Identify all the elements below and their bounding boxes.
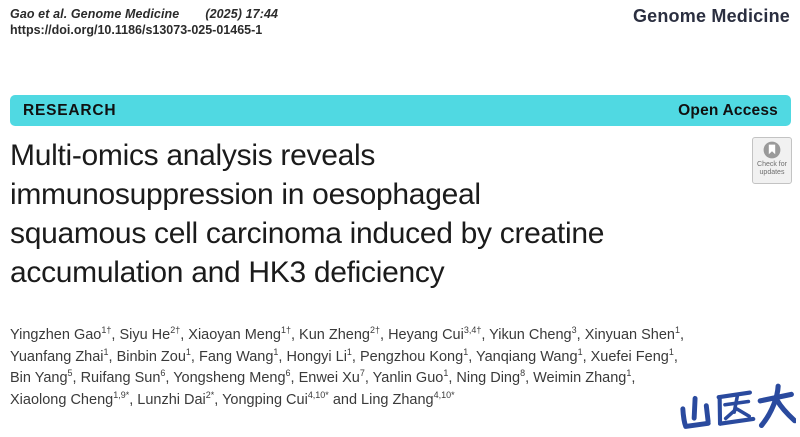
author-name: Kun Zheng — [299, 327, 370, 343]
author-name: Weimin Zhang — [533, 370, 627, 386]
author-affiliation-superscript: 1 — [443, 368, 449, 379]
doi-link[interactable]: https://doi.org/10.1186/s13073-025-01465… — [10, 23, 263, 37]
citation-block: Gao et al. Genome Medicine (2025) 17:44 h… — [10, 7, 278, 37]
author-affiliation-superscript: 1† — [280, 325, 291, 336]
issue-text: (2025) 17:44 — [205, 7, 279, 21]
author-affiliation-superscript: 1† — [101, 325, 112, 336]
author-name: Enwei Xu — [298, 370, 360, 386]
author-name: Binbin Zou — [116, 348, 186, 365]
author-name: Xinyuan Shen — [584, 327, 675, 343]
author-affiliation-superscript: 1 — [463, 346, 469, 357]
author-affiliation-superscript: 6 — [285, 368, 291, 379]
author-name: Lunzhi Dai — [137, 391, 206, 408]
author-list: Yingzhen Gao1†, Siyu He2†, Xiaoyan Meng1… — [10, 325, 780, 411]
author-affiliation-superscript: 7 — [359, 368, 365, 379]
author-name: Xiaoyan Meng — [188, 327, 281, 343]
author-name: Yingzhen Gao — [10, 327, 102, 343]
author-affiliation-superscript: 1,9* — [113, 389, 130, 400]
author-affiliation-superscript: 8 — [520, 368, 526, 379]
author-affiliation-superscript: 2† — [370, 325, 380, 336]
author-name: Yanlin Guo — [372, 370, 444, 386]
author-name: Siyu He — [119, 327, 171, 343]
author-affiliation-superscript: 6 — [160, 368, 166, 379]
author-affiliation-superscript: 1 — [668, 346, 674, 357]
author-name: Xiaolong Cheng — [10, 391, 114, 408]
author-affiliation-superscript: 5 — [67, 368, 73, 379]
author-name: Xuefei Feng — [590, 348, 669, 365]
author-affiliation-superscript: 3,4† — [463, 325, 482, 336]
article-title: Multi-omics analysis reveals immunosuppr… — [10, 136, 755, 292]
author-name: Yongping Cui — [222, 391, 308, 408]
author-name: Ling Zhang — [361, 391, 434, 408]
title-line: immunosuppression in oesophageal — [10, 178, 481, 211]
author-affiliation-superscript: 1 — [273, 346, 279, 357]
author-affiliation-superscript: 1 — [346, 346, 352, 357]
author-name: Yongsheng Meng — [173, 370, 286, 386]
author-affiliation-superscript: 1 — [577, 346, 583, 357]
author-name: Ruifang Sun — [80, 370, 161, 386]
citation-text: Gao et al. Genome Medicine — [10, 7, 180, 21]
author-line: Bin Yang5, Ruifang Sun6, Yongsheng Meng6… — [10, 368, 636, 386]
watermark-stamp — [680, 383, 796, 429]
check-for-updates-label: Check for updates — [757, 161, 787, 176]
author-name: Pengzhou Kong — [359, 348, 464, 365]
citation-line: Gao et al. Genome Medicine (2025) 17:44 — [10, 7, 278, 21]
author-affiliation-superscript: 1 — [626, 368, 632, 379]
title-line: accumulation and HK3 deficiency — [10, 256, 445, 289]
open-access-label: Open Access — [678, 101, 778, 119]
author-affiliation-superscript: 1 — [185, 346, 191, 357]
author-affiliation-superscript: 1 — [103, 346, 109, 357]
author-name: Bin Yang — [10, 370, 68, 386]
author-name: Yuanfang Zhai — [10, 348, 104, 365]
author-affiliation-superscript: 4,10* — [433, 389, 455, 400]
article-type-label: RESEARCH — [23, 101, 117, 119]
research-banner: RESEARCH Open Access — [10, 95, 791, 126]
crossmark-icon — [763, 141, 781, 159]
author-name: Yanqiang Wang — [475, 348, 578, 365]
author-affiliation-superscript: 2† — [170, 325, 181, 336]
check-for-updates-badge[interactable]: Check for updates — [752, 137, 792, 184]
author-line: Xiaolong Cheng1,9*, Lunzhi Dai2*, Yongpi… — [10, 389, 455, 408]
author-name: Ning Ding — [456, 370, 521, 386]
author-name: Heyang Cui — [388, 327, 464, 343]
author-affiliation-superscript: 2* — [205, 389, 215, 400]
title-line: squamous cell carcinoma induced by creat… — [10, 217, 605, 250]
title-line: Multi-omics analysis reveals — [10, 139, 376, 172]
author-line: Yuanfang Zhai1, Binbin Zou1, Fang Wang1,… — [10, 346, 678, 365]
journal-name: Genome Medicine — [632, 6, 790, 26]
author-line: Yingzhen Gao1†, Siyu He2†, Xiaoyan Meng1… — [10, 325, 685, 343]
author-affiliation-superscript: 1 — [674, 325, 680, 336]
author-name: Yikun Cheng — [489, 327, 572, 343]
author-affiliation-superscript: 3 — [571, 325, 577, 336]
author-name: Hongyi Li — [286, 348, 347, 365]
author-affiliation-superscript: 4,10* — [307, 389, 329, 400]
author-name: Fang Wang — [198, 348, 274, 365]
